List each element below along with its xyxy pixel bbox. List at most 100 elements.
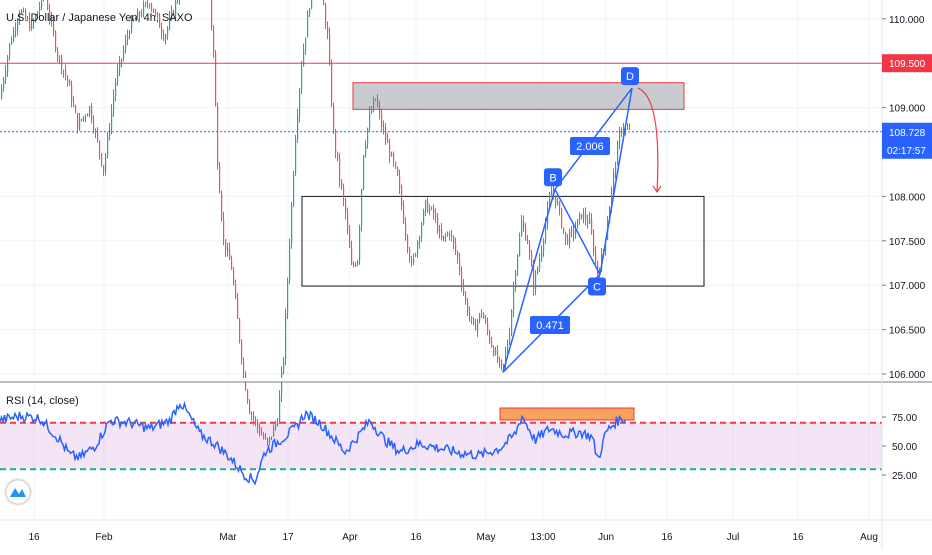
- candle-body: [41, 0, 42, 7]
- candle-body: [507, 343, 508, 352]
- candle-body: [439, 230, 440, 232]
- candle-body: [103, 165, 104, 172]
- candle-body: [127, 36, 128, 40]
- tradingview-logo-icon[interactable]: [4, 478, 32, 506]
- candle-body: [351, 248, 352, 265]
- candle-body: [423, 210, 424, 224]
- candle-body: [391, 154, 392, 157]
- candle-body: [125, 40, 126, 50]
- pattern-point-b[interactable]: B: [544, 168, 562, 186]
- candle-body: [585, 214, 586, 221]
- candle-body: [215, 54, 216, 106]
- candle-body: [109, 129, 110, 135]
- candle-body: [559, 202, 560, 209]
- candle-body: [83, 117, 84, 120]
- candle-body: [257, 421, 258, 428]
- candle-body: [467, 302, 468, 313]
- price-tick-label: 107.500: [889, 237, 926, 248]
- candle-body: [165, 35, 166, 39]
- candle-body: [551, 189, 552, 197]
- candle-body: [613, 172, 614, 188]
- candle-body: [451, 236, 452, 237]
- candle-body: [293, 174, 294, 204]
- candle-body: [241, 341, 242, 361]
- candle-body: [461, 272, 462, 285]
- symbol-title: U.S. Dollar / Japanese Yen, 4h, SAXO: [6, 12, 193, 24]
- resistance-price-tag[interactable]: 109.500: [882, 54, 932, 72]
- candle-body: [55, 33, 56, 50]
- candle-body: [325, 5, 326, 26]
- candle-body: [381, 113, 382, 127]
- candle-body: [275, 424, 276, 427]
- price-axis[interactable]: 110.000109.500109.000108.72802:17:57108.…: [882, 15, 932, 381]
- price-tick-label: 108.000: [889, 192, 926, 203]
- ratio-bd-label[interactable]: 2.006: [570, 137, 610, 155]
- candle-body: [623, 129, 624, 130]
- candle-body: [469, 313, 470, 316]
- candle-body: [513, 288, 514, 310]
- candle-body: [569, 231, 570, 243]
- pattern-point-label: D: [626, 71, 634, 83]
- candle-body: [541, 251, 542, 260]
- pattern-point-d[interactable]: D: [621, 67, 639, 85]
- candle-body: [9, 44, 10, 57]
- candle-body: [425, 200, 426, 210]
- candle-body: [341, 181, 342, 188]
- candle-body: [539, 259, 540, 268]
- candle-body: [485, 319, 486, 323]
- time-tick-label: Jul: [727, 532, 740, 543]
- candle-body: [59, 57, 60, 58]
- candle-body: [277, 424, 278, 425]
- candle-body: [79, 119, 80, 130]
- candle-body: [375, 99, 376, 100]
- candle-body: [247, 390, 248, 401]
- candle-body: [371, 111, 372, 113]
- candle-body: [167, 28, 168, 35]
- ratio-xb-label[interactable]: 0.471: [530, 316, 570, 334]
- candle-body: [463, 285, 464, 293]
- candle-body: [525, 228, 526, 240]
- time-tick-label: 16: [661, 532, 673, 543]
- candle-body: [509, 334, 510, 344]
- candle-body: [383, 127, 384, 129]
- candle-body: [71, 86, 72, 103]
- candle-body: [65, 71, 66, 76]
- candle-body: [265, 438, 266, 439]
- ratio-bd-label-text: 2.006: [576, 141, 604, 153]
- candle-body: [305, 38, 306, 50]
- time-tick-label: 16: [410, 532, 422, 543]
- candle-body: [281, 372, 282, 396]
- candle-body: [441, 230, 442, 239]
- candle-body: [489, 331, 490, 341]
- candle-body: [417, 242, 418, 254]
- candle-body: [255, 419, 256, 421]
- candle-body: [473, 318, 474, 324]
- last-price-text: 108.728: [889, 128, 926, 139]
- candle-body: [331, 64, 332, 105]
- candle-body: [365, 144, 366, 155]
- candle-body: [63, 70, 64, 71]
- candle-body: [437, 218, 438, 232]
- candle-body: [287, 280, 288, 313]
- candle-body: [279, 396, 280, 424]
- price-tick-label: 106.000: [889, 370, 926, 381]
- candle-body: [11, 41, 12, 44]
- candle-body: [369, 113, 370, 128]
- candle-body: [129, 32, 130, 35]
- candle-body: [395, 162, 396, 167]
- candle-body: [267, 439, 268, 443]
- candle-body: [359, 227, 360, 262]
- candle-body: [481, 314, 482, 315]
- candle-body: [111, 111, 112, 130]
- candle-body: [367, 128, 368, 144]
- candle-body: [385, 129, 386, 139]
- candle-body: [237, 298, 238, 319]
- candle-body: [151, 5, 152, 8]
- candle-body: [295, 139, 296, 175]
- candle-body: [501, 360, 502, 365]
- candle-body: [291, 204, 292, 244]
- candle-body: [477, 321, 478, 330]
- pattern-point-c[interactable]: C: [588, 278, 606, 296]
